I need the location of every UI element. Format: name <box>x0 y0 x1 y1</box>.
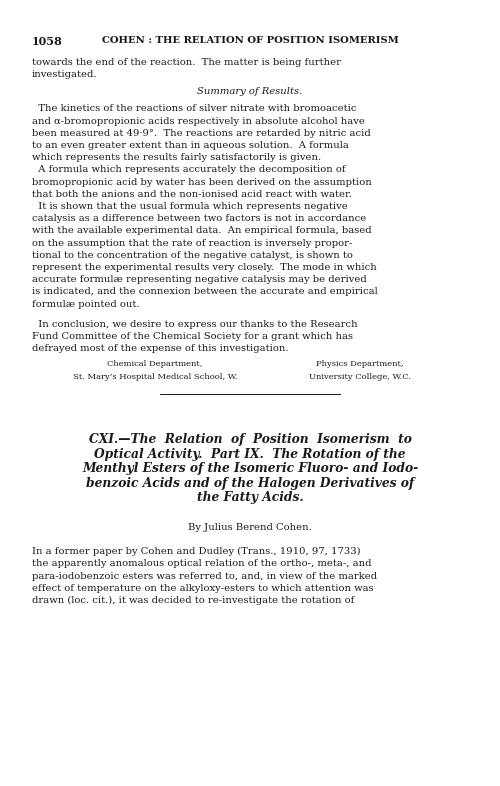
Text: been measured at 49·9°.  The reactions are retarded by nitric acid: been measured at 49·9°. The reactions ar… <box>32 129 371 138</box>
Text: represent the experimental results very closely.  The mode in which: represent the experimental results very … <box>32 263 377 272</box>
Text: is indicated, and the connexion between the accurate and empirical: is indicated, and the connexion between … <box>32 288 378 296</box>
Text: COHEN : THE RELATION OF POSITION ISOMERISM: COHEN : THE RELATION OF POSITION ISOMERI… <box>102 36 399 45</box>
Text: Summary of Results.: Summary of Results. <box>198 87 302 96</box>
Text: to an even greater extent than in aqueous solution.  A formula: to an even greater extent than in aqueou… <box>32 141 349 150</box>
Text: formulæ pointed out.: formulæ pointed out. <box>32 299 140 309</box>
Text: effect of temperature on the alkyloxy-esters to which attention was: effect of temperature on the alkyloxy-es… <box>32 584 374 593</box>
Text: Fund Committee of the Chemical Society for a grant which has: Fund Committee of the Chemical Society f… <box>32 332 353 341</box>
Text: By Julius Berend Cohen.: By Julius Berend Cohen. <box>188 523 312 532</box>
Text: Physics Department,: Physics Department, <box>316 360 404 368</box>
Text: St. Mary’s Hospital Medical School, W.: St. Mary’s Hospital Medical School, W. <box>73 373 237 380</box>
Text: Chemical Department,: Chemical Department, <box>108 360 202 368</box>
Text: tional to the concentration of the negative catalyst, is shown to: tional to the concentration of the negat… <box>32 251 353 259</box>
Text: In a former paper by Cohen and Dudley (Trans., 1910, 97, 1733): In a former paper by Cohen and Dudley (T… <box>32 547 360 556</box>
Text: and α-bromopropionic acids respectively in absolute alcohol have: and α-bromopropionic acids respectively … <box>32 116 365 126</box>
Text: CXI.—The  Relation  of  Position  Isomerism  to: CXI.—The Relation of Position Isomerism … <box>88 433 411 446</box>
Text: that both the anions and the non-ionised acid react with water.: that both the anions and the non-ionised… <box>32 189 352 199</box>
Text: with the available experimental data.  An empirical formula, based: with the available experimental data. An… <box>32 226 372 235</box>
Text: on the assumption that the rate of reaction is inversely propor-: on the assumption that the rate of react… <box>32 239 352 248</box>
Text: bromopropionic acid by water has been derived on the assumption: bromopropionic acid by water has been de… <box>32 178 372 186</box>
Text: 1058: 1058 <box>32 36 63 47</box>
Text: para-iodobenzoic esters was referred to, and, in view of the marked: para-iodobenzoic esters was referred to,… <box>32 571 377 581</box>
Text: accurate formulæ representing negative catalysis may be derived: accurate formulæ representing negative c… <box>32 275 367 285</box>
Text: towards the end of the reaction.  The matter is being further: towards the end of the reaction. The mat… <box>32 58 341 67</box>
Text: drawn (loc. cit.), it was decided to re-investigate the rotation of: drawn (loc. cit.), it was decided to re-… <box>32 596 354 605</box>
Text: investigated.: investigated. <box>32 70 98 79</box>
Text: The kinetics of the reactions of silver nitrate with bromoacetic: The kinetics of the reactions of silver … <box>32 105 356 113</box>
Text: the apparently anomalous optical relation of the ortho-, meta-, and: the apparently anomalous optical relatio… <box>32 560 372 568</box>
Text: defrayed most of the expense of this investigation.: defrayed most of the expense of this inv… <box>32 344 288 353</box>
Text: In conclusion, we desire to express our thanks to the Research: In conclusion, we desire to express our … <box>32 320 358 329</box>
Text: which represents the results fairly satisfactorily is given.: which represents the results fairly sati… <box>32 153 321 162</box>
Text: Optical Activity.  Part IX.  The Rotation of the: Optical Activity. Part IX. The Rotation … <box>94 448 406 461</box>
Text: catalysis as a difference between two factors is not in accordance: catalysis as a difference between two fa… <box>32 214 366 223</box>
Text: University College, W.C.: University College, W.C. <box>309 373 411 380</box>
Text: Menthyl Esters of the Isomeric Fluoro- and Iodo-: Menthyl Esters of the Isomeric Fluoro- a… <box>82 462 418 476</box>
Text: benzoic Acids and of the Halogen Derivatives of: benzoic Acids and of the Halogen Derivat… <box>86 476 414 490</box>
Text: A formula which represents accurately the decomposition of: A formula which represents accurately th… <box>32 165 346 174</box>
Text: the Fatty Acids.: the Fatty Acids. <box>196 491 304 504</box>
Text: It is shown that the usual formula which represents negative: It is shown that the usual formula which… <box>32 202 348 211</box>
